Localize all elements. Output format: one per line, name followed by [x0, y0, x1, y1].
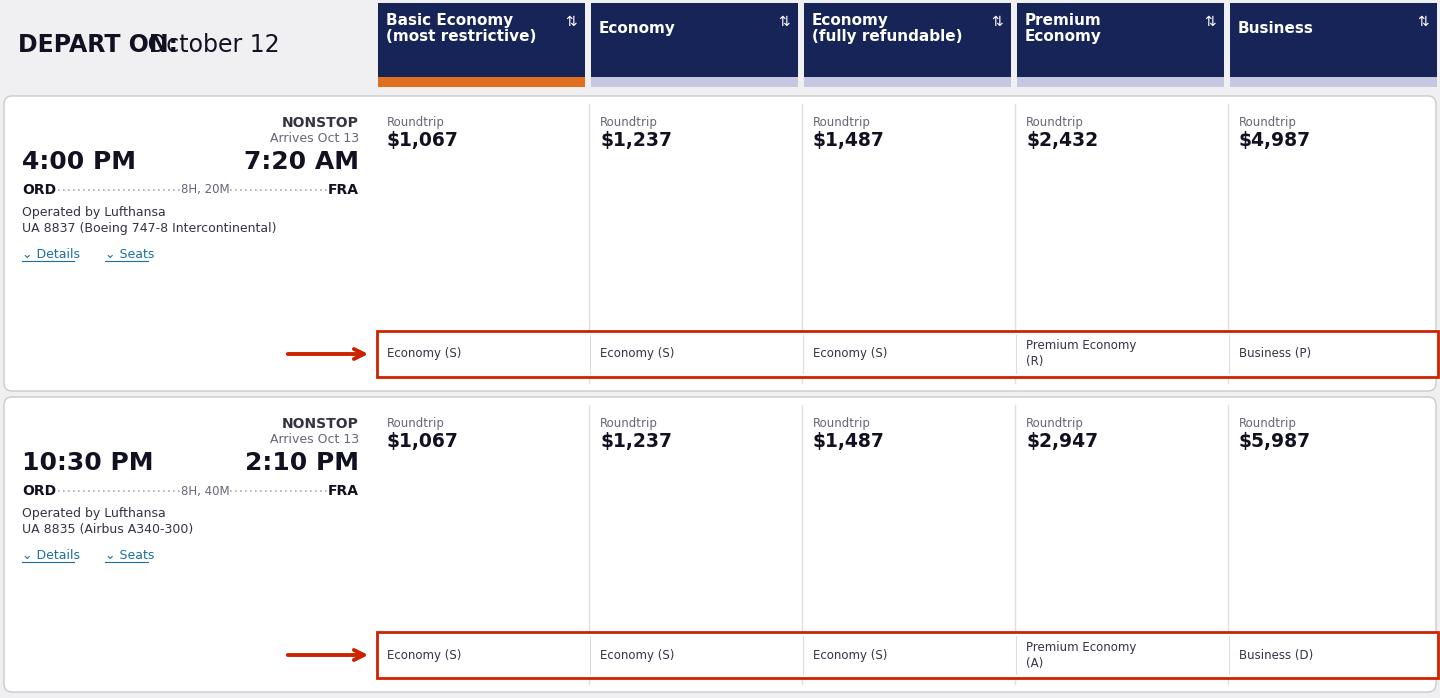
Text: FRA: FRA — [328, 484, 359, 498]
FancyBboxPatch shape — [590, 77, 798, 87]
Text: Economy: Economy — [812, 13, 888, 28]
Text: 10:30 PM: 10:30 PM — [22, 451, 154, 475]
Text: ⌄ Details: ⌄ Details — [22, 248, 81, 261]
Text: $2,432: $2,432 — [1025, 131, 1099, 150]
Text: Roundtrip: Roundtrip — [1025, 116, 1084, 129]
FancyBboxPatch shape — [804, 3, 1011, 77]
Text: 8H, 20M: 8H, 20M — [181, 184, 230, 197]
FancyBboxPatch shape — [804, 77, 1011, 87]
Text: ⇅: ⇅ — [564, 15, 577, 29]
Text: Roundtrip: Roundtrip — [600, 417, 658, 430]
Text: NONSTOP: NONSTOP — [282, 417, 359, 431]
Text: ⇅: ⇅ — [1204, 15, 1215, 29]
Text: October 12: October 12 — [140, 33, 279, 57]
Text: (fully refundable): (fully refundable) — [812, 29, 962, 44]
Text: Roundtrip: Roundtrip — [387, 116, 445, 129]
FancyBboxPatch shape — [4, 96, 1436, 391]
Text: $5,987: $5,987 — [1238, 432, 1312, 451]
FancyBboxPatch shape — [0, 0, 1440, 90]
Text: Roundtrip: Roundtrip — [814, 417, 871, 430]
Text: $1,067: $1,067 — [387, 432, 459, 451]
Text: Business (D): Business (D) — [1238, 648, 1313, 662]
FancyBboxPatch shape — [1017, 77, 1224, 87]
Text: Economy (S): Economy (S) — [814, 348, 887, 360]
Text: UA 8835 (Airbus A340-300): UA 8835 (Airbus A340-300) — [22, 523, 193, 536]
FancyBboxPatch shape — [377, 3, 585, 77]
Text: $1,487: $1,487 — [814, 432, 884, 451]
Text: Economy (S): Economy (S) — [387, 648, 461, 662]
Text: Economy (S): Economy (S) — [600, 648, 674, 662]
Text: Roundtrip: Roundtrip — [814, 116, 871, 129]
Text: FRA: FRA — [328, 183, 359, 197]
Text: 8H, 40M: 8H, 40M — [181, 484, 230, 498]
Text: Premium Economy
(R): Premium Economy (R) — [1025, 339, 1136, 369]
Text: Arrives Oct 13: Arrives Oct 13 — [269, 433, 359, 446]
FancyBboxPatch shape — [1230, 3, 1437, 77]
Text: ⇅: ⇅ — [991, 15, 1002, 29]
FancyBboxPatch shape — [590, 3, 798, 77]
Text: Roundtrip: Roundtrip — [1238, 417, 1297, 430]
Text: Operated by Lufthansa: Operated by Lufthansa — [22, 507, 166, 520]
Text: 4:00 PM: 4:00 PM — [22, 150, 135, 174]
Text: NONSTOP: NONSTOP — [282, 116, 359, 130]
Text: DEPART ON:: DEPART ON: — [17, 33, 179, 57]
Text: Business (P): Business (P) — [1238, 348, 1312, 360]
Text: $1,487: $1,487 — [814, 131, 884, 150]
Text: (most restrictive): (most restrictive) — [386, 29, 536, 44]
Text: 2:10 PM: 2:10 PM — [245, 451, 359, 475]
FancyBboxPatch shape — [1230, 77, 1437, 87]
Text: Roundtrip: Roundtrip — [1025, 417, 1084, 430]
Text: ⌄ Seats: ⌄ Seats — [105, 248, 154, 261]
Text: ORD: ORD — [22, 183, 56, 197]
Text: Economy: Economy — [1025, 29, 1102, 44]
Text: ORD: ORD — [22, 484, 56, 498]
FancyBboxPatch shape — [377, 632, 1439, 678]
Text: Basic Economy: Basic Economy — [386, 13, 513, 28]
FancyBboxPatch shape — [377, 77, 585, 87]
Text: Premium: Premium — [1025, 13, 1102, 28]
Text: ⇅: ⇅ — [778, 15, 789, 29]
Text: $1,067: $1,067 — [387, 131, 459, 150]
Text: Economy (S): Economy (S) — [814, 648, 887, 662]
Text: Arrives Oct 13: Arrives Oct 13 — [269, 132, 359, 145]
FancyBboxPatch shape — [4, 397, 1436, 692]
Text: Economy (S): Economy (S) — [600, 348, 674, 360]
Text: $4,987: $4,987 — [1238, 131, 1312, 150]
Text: Operated by Lufthansa: Operated by Lufthansa — [22, 206, 166, 219]
Text: $2,947: $2,947 — [1025, 432, 1099, 451]
FancyBboxPatch shape — [377, 331, 1439, 377]
Text: UA 8837 (Boeing 747-8 Intercontinental): UA 8837 (Boeing 747-8 Intercontinental) — [22, 222, 276, 235]
Text: $1,237: $1,237 — [600, 432, 672, 451]
Text: Economy (S): Economy (S) — [387, 348, 461, 360]
Text: $1,237: $1,237 — [600, 131, 672, 150]
FancyBboxPatch shape — [1017, 3, 1224, 77]
Text: Economy: Economy — [599, 21, 675, 36]
Text: ⇅: ⇅ — [1417, 15, 1428, 29]
Text: Roundtrip: Roundtrip — [600, 116, 658, 129]
Text: Business: Business — [1238, 21, 1313, 36]
Text: Roundtrip: Roundtrip — [387, 417, 445, 430]
Text: Roundtrip: Roundtrip — [1238, 116, 1297, 129]
Text: ⌄ Seats: ⌄ Seats — [105, 549, 154, 562]
Text: ⌄ Details: ⌄ Details — [22, 549, 81, 562]
Text: 7:20 AM: 7:20 AM — [243, 150, 359, 174]
Text: Premium Economy
(A): Premium Economy (A) — [1025, 641, 1136, 669]
